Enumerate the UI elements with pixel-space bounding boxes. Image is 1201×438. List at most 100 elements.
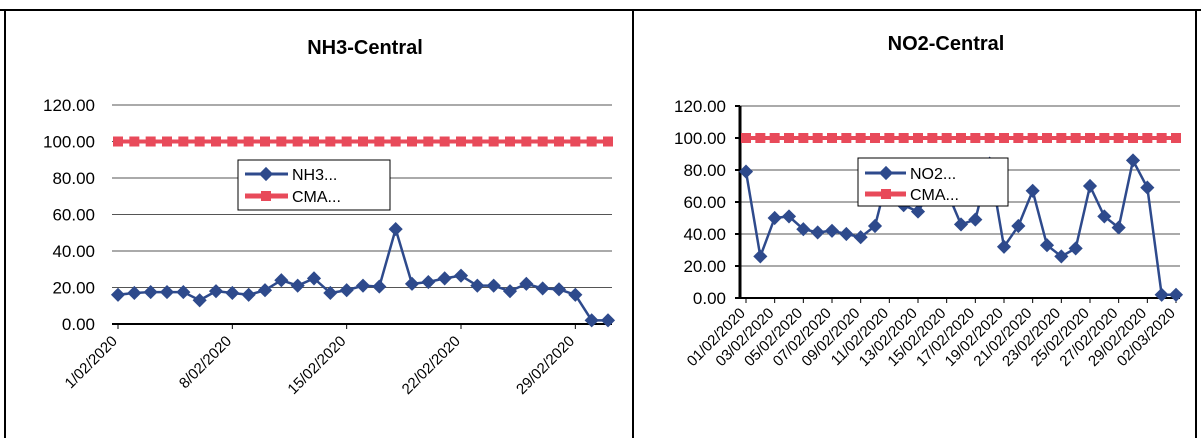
data-point [767, 210, 782, 226]
data-point [325, 136, 336, 147]
data-point [537, 136, 548, 147]
data-point [358, 136, 368, 147]
data-point [603, 136, 613, 147]
legend-label-no2: NO2... [910, 166, 956, 183]
data-point [1168, 287, 1184, 302]
data-point [1056, 133, 1067, 143]
data-point [1154, 287, 1169, 302]
data-point [970, 133, 981, 143]
y-tick-label: 120.00 [674, 97, 726, 116]
data-point [841, 133, 852, 143]
data-point [439, 136, 450, 147]
data-point [211, 136, 221, 147]
y-tick-label: 40.00 [683, 225, 726, 244]
data-point [1011, 218, 1026, 234]
data-point [996, 239, 1012, 254]
series-group [738, 133, 1184, 302]
data-point [341, 136, 352, 147]
data-point [456, 136, 466, 147]
data-point [323, 285, 338, 301]
data-point [898, 133, 909, 143]
y-tick-label: 100.00 [674, 129, 726, 148]
x-tick-label: 15/02/2020 [284, 333, 349, 398]
data-point [1125, 153, 1141, 168]
y-tick-label: 80.00 [683, 161, 726, 180]
data-point [374, 136, 385, 147]
data-point [110, 287, 126, 302]
data-point [276, 136, 287, 147]
no2-chart: NO2-Central 0.00 20.00 40.00 60.00 80.00 100.… [674, 33, 1184, 370]
data-point [472, 136, 483, 147]
data-point [1025, 183, 1040, 198]
data-point [486, 278, 501, 293]
data-point [519, 276, 534, 291]
data-point [260, 136, 270, 147]
data-point [741, 133, 751, 143]
data-point [208, 284, 224, 299]
legend: NO2... CMA... [857, 157, 1009, 207]
data-point [910, 204, 926, 219]
data-point [355, 278, 371, 293]
data-point [423, 136, 434, 147]
series-line [117, 227, 608, 322]
data-point [159, 284, 175, 300]
data-point [1171, 133, 1181, 143]
data-point [143, 284, 158, 300]
data-point [867, 218, 883, 234]
data-point [470, 278, 485, 293]
data-point [853, 230, 868, 245]
y-tick-label: 40.00 [52, 242, 95, 261]
x-axis: 1/02/2020 8/02/2020 15/02/2020 22/02/2020 29… [62, 323, 612, 398]
x-tick-label: 1/02/2020 [62, 333, 121, 392]
data-point [1142, 133, 1153, 143]
data-point [570, 136, 581, 147]
data-point [1070, 133, 1081, 143]
data-point [1082, 178, 1098, 194]
data-point [927, 133, 938, 143]
data-point [999, 133, 1009, 143]
nh3-chart: NH3-Central 0.00 20.00 40.00 60.00 80.00 100.… [43, 37, 616, 398]
data-point [227, 136, 238, 147]
data-point [390, 136, 401, 147]
data-point [127, 285, 142, 301]
x-axis: 01/02/202003/02/202005/02/202007/02/2020… [684, 297, 1180, 370]
data-point [968, 212, 983, 227]
data-point [784, 133, 794, 143]
data-point [274, 273, 289, 288]
y-axis: 0.00 20.00 40.00 60.00 80.00 100.00 120.00 [674, 97, 742, 308]
data-point [1068, 241, 1083, 256]
data-point [810, 225, 825, 240]
data-point [437, 271, 452, 286]
data-point [162, 136, 172, 147]
x-tick-label: 29/02/2020 [513, 333, 578, 398]
data-point [839, 226, 854, 242]
y-tick-label: 100.00 [43, 133, 95, 152]
data-point [884, 133, 895, 143]
data-point [290, 278, 305, 293]
data-point [453, 268, 469, 283]
data-point [1039, 238, 1055, 253]
data-point [194, 136, 205, 147]
data-point [855, 133, 866, 143]
chart-title: NO2-Central [888, 33, 1005, 55]
data-point [225, 285, 240, 301]
data-point [243, 136, 254, 147]
data-point [738, 164, 754, 179]
legend-label-cma: CMA... [910, 187, 959, 204]
data-point [488, 136, 499, 147]
chart-title: NH3-Central [307, 37, 423, 59]
x-tick-label: 8/02/2020 [176, 333, 235, 392]
x-tick-label: 22/02/2020 [399, 333, 464, 398]
data-point [388, 222, 403, 237]
data-point [421, 274, 436, 290]
data-point [568, 287, 583, 302]
y-tick-label: 20.00 [52, 279, 95, 298]
legend-box [237, 159, 391, 211]
y-tick-label: 20.00 [683, 257, 726, 276]
data-point [241, 287, 256, 302]
data-point [521, 136, 532, 147]
data-point [178, 136, 189, 147]
data-point [913, 133, 923, 143]
data-point [1097, 209, 1112, 224]
